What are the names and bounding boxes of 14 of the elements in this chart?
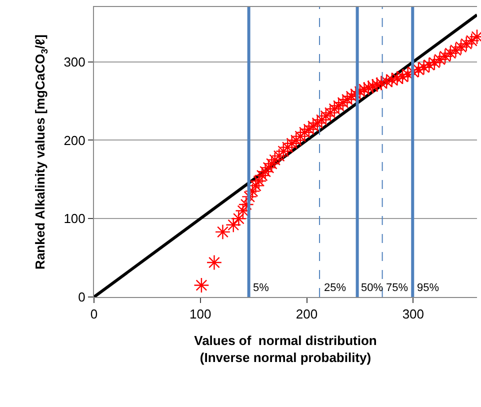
- annotation: 25%: [324, 282, 346, 294]
- y-tick-label: 300: [64, 54, 86, 70]
- x-tick-label: 100: [190, 306, 212, 322]
- annotation: 5%: [253, 282, 270, 294]
- x-tick-label: 0: [90, 306, 98, 322]
- x-tick-label: 300: [402, 306, 424, 322]
- y-tick-label: 200: [64, 132, 86, 148]
- annotation: 75%: [386, 282, 408, 294]
- x-tick-label: 200: [296, 306, 318, 322]
- y-tick-label: 0: [78, 290, 86, 305]
- annotation: 50%: [361, 282, 384, 294]
- y-tick-label: 100: [64, 211, 86, 226]
- annotation: 95%: [417, 282, 440, 294]
- x-axis-title: Values of normal distribution (Inverse normal probability): [194, 333, 377, 366]
